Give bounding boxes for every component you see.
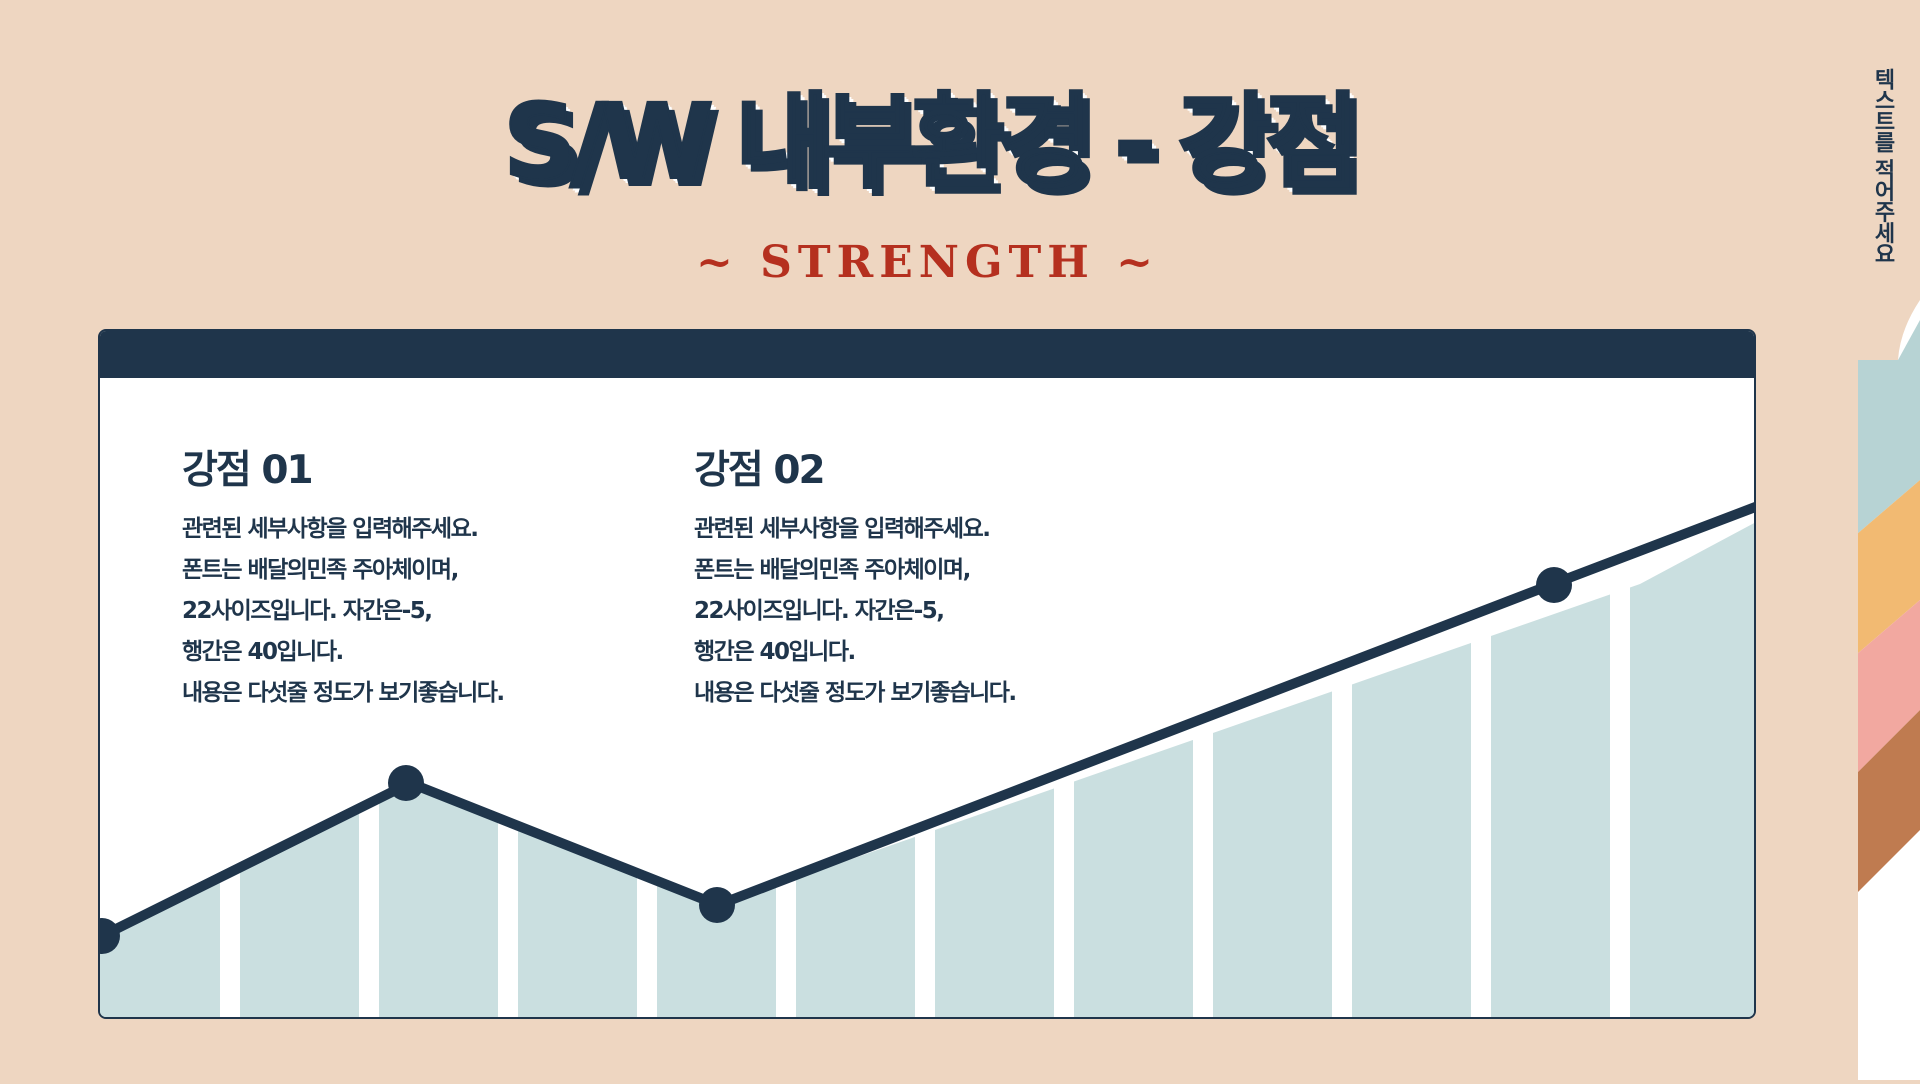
tab-stripe-teal [1850, 320, 1920, 540]
side-tab-stripes [1850, 0, 1920, 1080]
strength-line: 행간은 40입니다. [182, 639, 344, 665]
strength-line: 행간은 40입니다. [694, 639, 856, 665]
trend-point [100, 918, 120, 954]
area-bar [1213, 521, 1332, 1017]
strength-heading: 강점 01 [182, 448, 314, 493]
tab-stripe-brown [1850, 710, 1920, 900]
strength-line: 내용은 다섯줄 정도가 보기좋습니다. [694, 680, 1017, 706]
trend-point [388, 765, 424, 801]
strength-line: 폰트는 배달의민족 주아체이며, [182, 557, 459, 583]
strength-line: 폰트는 배달의민족 주아체이며, [694, 557, 971, 583]
area-bar [1491, 521, 1610, 1017]
tab-stripe-pink [1850, 600, 1920, 780]
strength-block-02: 강점 02 관련된 세부사항을 입력해주세요. 폰트는 배달의민족 주아체이며,… [694, 439, 1017, 714]
area-bar [518, 521, 637, 1017]
strength-line: 관련된 세부사항을 입력해주세요. [694, 516, 991, 542]
area-bar [1630, 521, 1754, 1017]
strength-line: 관련된 세부사항을 입력해주세요. [182, 516, 479, 542]
trend-point [699, 887, 735, 923]
trend-point [1536, 567, 1572, 603]
strength-block-01: 강점 01 관련된 세부사항을 입력해주세요. 폰트는 배달의민족 주아체이며,… [182, 439, 505, 714]
strength-heading: 강점 02 [694, 448, 826, 493]
panel-header-bar [100, 331, 1754, 378]
area-bar [1352, 521, 1471, 1017]
page-subtitle: ~ STRENGTH ~ [695, 237, 1160, 288]
side-text: 텍스트를 적어주세요 [1870, 68, 1895, 264]
side-tab [1850, 0, 1920, 1080]
strength-line: 22사이즈입니다. 자간은-5, [182, 598, 433, 624]
strength-line: 내용은 다섯줄 정도가 보기좋습니다. [182, 680, 505, 706]
trend-chart [100, 502, 1754, 1017]
page-title: S/W 내부환경 - 강점 [502, 81, 1361, 203]
strength-line: 22사이즈입니다. 자간은-5, [694, 598, 945, 624]
content-panel: 강점 01 관련된 세부사항을 입력해주세요. 폰트는 배달의민족 주아체이며,… [98, 329, 1756, 1019]
